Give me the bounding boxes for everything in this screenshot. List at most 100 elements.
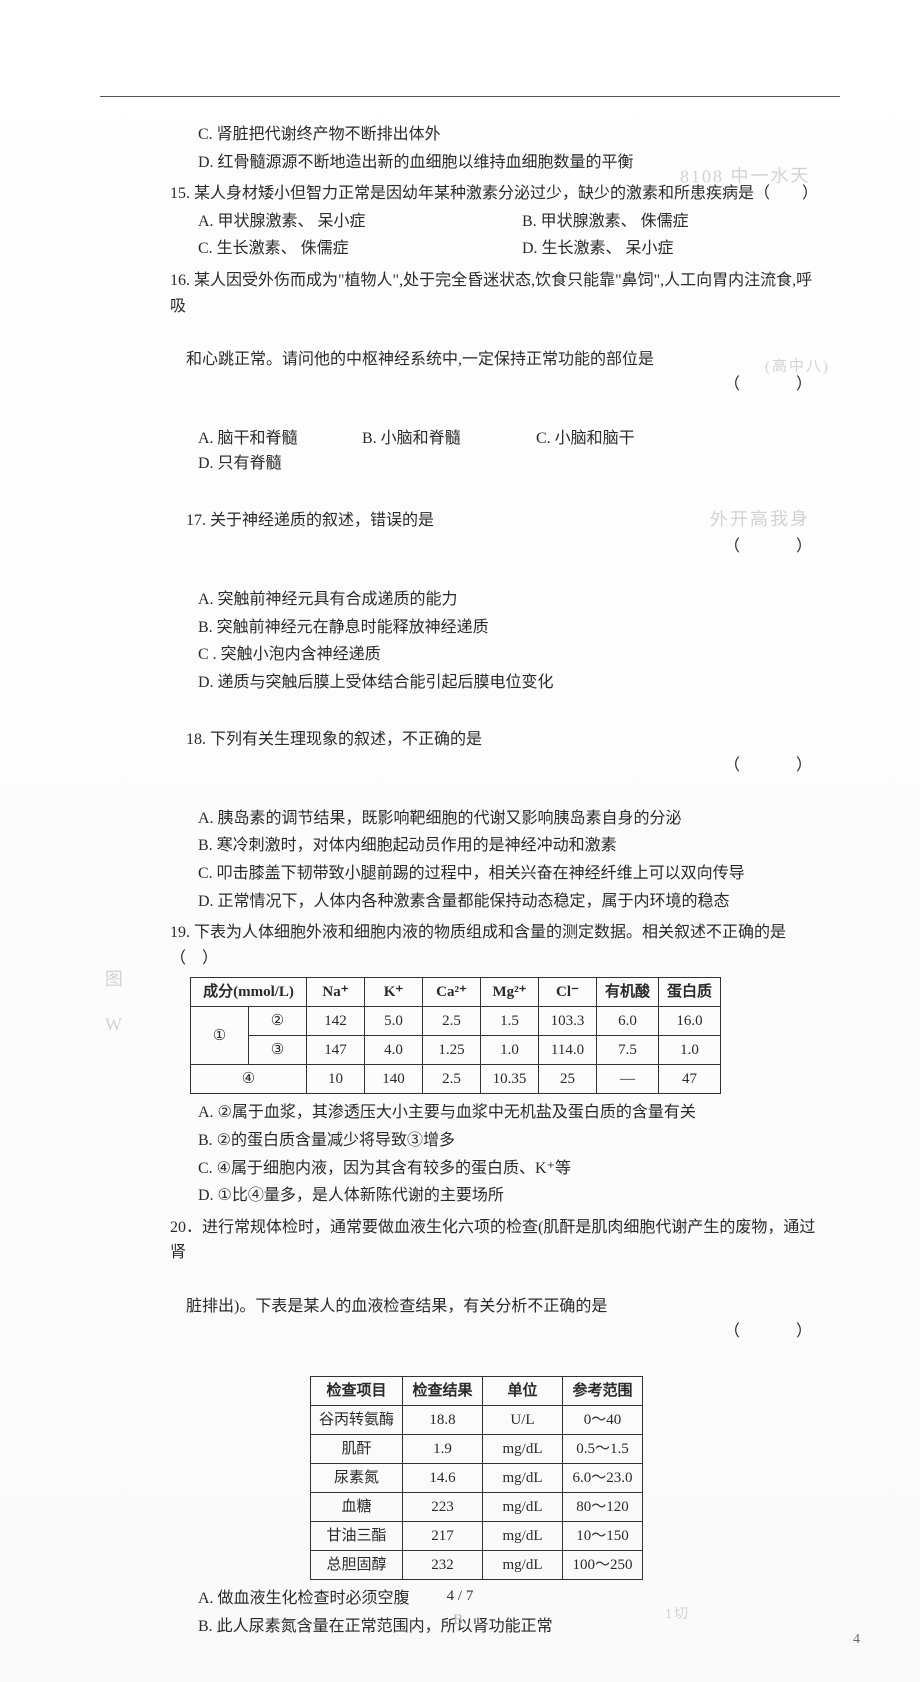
page-number: 4 / 7 B. [0, 1584, 920, 1632]
table-row: 肌酐 1.9 mg/dL 0.5～1.5 [311, 1435, 643, 1464]
q18-opt-b: B. 寒冷刺激时，对体内细胞起动员作用的是神经冲动和激素 [198, 833, 820, 859]
q16-opt-b: B. 小脑和脊髓 [362, 426, 512, 452]
cell: 1.25 [423, 1036, 481, 1065]
col-header: 成分(mmol/L) [191, 978, 307, 1007]
cell: 14.6 [403, 1464, 483, 1493]
cell: 140 [365, 1065, 423, 1094]
row-label: ③ [249, 1036, 307, 1065]
ghost-text: W [105, 1010, 124, 1039]
table-row: ③ 147 4.0 1.25 1.0 114.0 7.5 1.0 [191, 1036, 721, 1065]
q17-opt-d: D. 递质与突触后膜上受体结合能引起后膜电位变化 [198, 670, 820, 696]
q15-opt-a: A. 甲状腺激素、 呆小症 [198, 209, 498, 235]
cell: 2.5 [423, 1065, 481, 1094]
cell: 5.0 [365, 1007, 423, 1036]
table-row: 总胆固醇 232 mg/dL 100～250 [311, 1551, 643, 1580]
cell: 甘油三酯 [311, 1522, 403, 1551]
row-label: ② [249, 1007, 307, 1036]
cell: 1.9 [403, 1435, 483, 1464]
cell: mg/dL [483, 1551, 563, 1580]
col-header: 参考范围 [563, 1377, 643, 1406]
cell: 总胆固醇 [311, 1551, 403, 1580]
q18-stem: 18. 下列有关生理现象的叙述，不正确的是 （ ） [170, 701, 820, 803]
q16-stem-2: 和心跳正常。请问他的中枢神经系统中,一定保持正常功能的部位是 （ ） [170, 321, 820, 423]
cell: 6.0 [597, 1007, 659, 1036]
cell: 1.0 [659, 1036, 721, 1065]
corner-page-number: 4 [853, 1629, 860, 1651]
col-header: 有机酸 [597, 978, 659, 1007]
cell: 232 [403, 1551, 483, 1580]
cell: 2.5 [423, 1007, 481, 1036]
table-row: 成分(mmol/L) Na⁺ K⁺ Ca²⁺ Mg²⁺ Cl⁻ 有机酸 蛋白质 [191, 978, 721, 1007]
cell: mg/dL [483, 1493, 563, 1522]
page-number-text: 4 / 7 [447, 1588, 474, 1604]
col-header: 检查结果 [403, 1377, 483, 1406]
cell: 尿素氮 [311, 1464, 403, 1493]
cell: 0～40 [563, 1406, 643, 1435]
q19-opt-b: B. ②的蛋白质含量减少将导致③增多 [198, 1128, 820, 1154]
table-row: 尿素氮 14.6 mg/dL 6.0～23.0 [311, 1464, 643, 1493]
cell: mg/dL [483, 1435, 563, 1464]
row-group-label: ① [191, 1007, 249, 1065]
cell: 16.0 [659, 1007, 721, 1036]
table-row: 检查项目 检查结果 单位 参考范围 [311, 1377, 643, 1406]
cell: — [597, 1065, 659, 1094]
cell: 10.35 [481, 1065, 539, 1094]
q16-opt-a: A. 脑干和脊髓 [198, 426, 338, 452]
cell: 25 [539, 1065, 597, 1094]
cell: 223 [403, 1493, 483, 1522]
cell: 147 [307, 1036, 365, 1065]
col-header: 检查项目 [311, 1377, 403, 1406]
q17-opt-a: A. 突触前神经元具有合成递质的能力 [198, 587, 820, 613]
col-header: Mg²⁺ [481, 978, 539, 1007]
q17-opt-b: B. 突触前神经元在静息时能释放神经递质 [198, 615, 820, 641]
faded-mark: B. [453, 1612, 467, 1628]
q16-stem-1: 16. 某人因受外伤而成为"植物人",处于完全昏迷状态,饮食只能靠"鼻饲",人工… [170, 268, 820, 319]
q20-stem-2-text: 脏排出)。下表是某人的血液检查结果，有关分析不正确的是 [186, 1298, 607, 1315]
option-c: C. 肾脏把代谢终产物不断排出体外 [198, 122, 820, 148]
table-row: ① ② 142 5.0 2.5 1.5 103.3 6.0 16.0 [191, 1007, 721, 1036]
col-header: K⁺ [365, 978, 423, 1007]
q15-options-row2: C. 生长激素、 侏儒症 D. 生长激素、 呆小症 [198, 236, 820, 262]
q18-stem-text: 18. 下列有关生理现象的叙述，不正确的是 [186, 731, 482, 748]
answer-paren: （ ） [724, 534, 820, 560]
q19-opt-a: A. ②属于血浆，其渗透压大小主要与血浆中无机盐及蛋白质的含量有关 [198, 1100, 820, 1126]
q16-opt-d: D. 只有脊髓 [198, 451, 378, 477]
cell: mg/dL [483, 1522, 563, 1551]
q16-stem-2-text: 和心跳正常。请问他的中枢神经系统中,一定保持正常功能的部位是 [186, 351, 654, 368]
cell: 10～150 [563, 1522, 643, 1551]
col-header: Na⁺ [307, 978, 365, 1007]
cell: 7.5 [597, 1036, 659, 1065]
answer-paren: （ ） [724, 753, 820, 779]
cell: 1.0 [481, 1036, 539, 1065]
row-label: ④ [191, 1065, 307, 1094]
q20-stem-1: 20．进行常规体检时，通常要做血液生化六项的检查(肌酐是肌肉细胞代谢产生的废物，… [170, 1215, 820, 1266]
q17-opt-c: C . 突触小泡内含神经递质 [198, 642, 820, 668]
q19-table: 成分(mmol/L) Na⁺ K⁺ Ca²⁺ Mg²⁺ Cl⁻ 有机酸 蛋白质 … [190, 977, 721, 1094]
answer-paren: （ ） [724, 372, 820, 398]
col-header: 单位 [483, 1377, 563, 1406]
cell: 1.5 [481, 1007, 539, 1036]
cell: 血糖 [311, 1493, 403, 1522]
col-header: 蛋白质 [659, 978, 721, 1007]
exam-page: 8108 中一水天 外开高我身 (高中八) 图 W 1切 C. 肾脏把代谢终产物… [0, 0, 920, 1682]
answer-paren: （ ） [724, 1319, 820, 1345]
table-row: 甘油三酯 217 mg/dL 10～150 [311, 1522, 643, 1551]
cell: 0.5～1.5 [563, 1435, 643, 1464]
table-row: 血糖 223 mg/dL 80～120 [311, 1493, 643, 1522]
cell: 6.0～23.0 [563, 1464, 643, 1493]
q17-stem: 17. 关于神经递质的叙述，错误的是 （ ） [170, 483, 820, 585]
col-header: Cl⁻ [539, 978, 597, 1007]
cell: 142 [307, 1007, 365, 1036]
q15-stem: 15. 某人身材矮小但智力正常是因幼年某种激素分泌过少，缺少的激素和所患疾病是（… [170, 181, 820, 207]
cell: 114.0 [539, 1036, 597, 1065]
ghost-text: 图 [105, 965, 125, 994]
q16-options: A. 脑干和脊髓 B. 小脑和脊髓 C. 小脑和脑干 D. 只有脊髓 [198, 426, 820, 477]
q15-opt-b: B. 甲状腺激素、 侏儒症 [522, 209, 702, 235]
top-rule [100, 96, 840, 97]
q15-opt-c: C. 生长激素、 侏儒症 [198, 236, 498, 262]
table-row: ④ 10 140 2.5 10.35 25 — 47 [191, 1065, 721, 1094]
q19-opt-c: C. ④属于细胞内液，因为其含有较多的蛋白质、K⁺等 [198, 1156, 820, 1182]
q19-stem: 19. 下表为人体细胞外液和细胞内液的物质组成和含量的测定数据。相关叙述不正确的… [170, 920, 820, 971]
q18-opt-c: C. 叩击膝盖下韧带致小腿前踢的过程中，相关兴奋在神经纤维上可以双向传导 [198, 861, 820, 887]
q20-table: 检查项目 检查结果 单位 参考范围 谷丙转氨酶 18.8 U/L 0～40 肌酐… [310, 1376, 643, 1580]
